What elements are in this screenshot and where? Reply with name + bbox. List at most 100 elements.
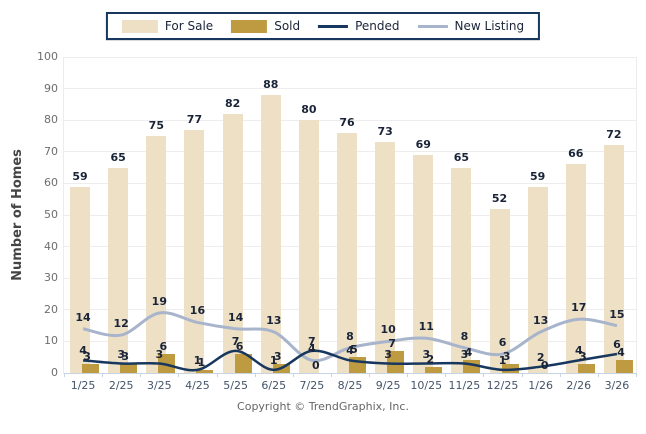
sold-bar — [349, 357, 366, 373]
x-tick-label: 3/26 — [604, 379, 630, 392]
sold-value-label: 3 — [502, 349, 511, 363]
y-axis-title: Number of Homes — [10, 149, 25, 281]
new-listing-value-label: 12 — [113, 317, 129, 331]
sold-swatch-icon — [231, 19, 268, 33]
sold-bar — [615, 360, 633, 373]
x-axis-tick — [102, 373, 104, 377]
x-axis-tick — [64, 373, 65, 377]
x-tick-label: 1/25 — [70, 379, 96, 392]
new-listing-value-label: 14 — [227, 310, 244, 324]
pended-value-label: 3 — [155, 347, 164, 361]
pended-value-label: 1 — [193, 353, 202, 367]
for-sale-value-label: 69 — [415, 137, 431, 151]
new-listing-value-label: 4 — [308, 342, 316, 356]
for-sale-value-label: 72 — [606, 128, 622, 142]
pended-value-label: 7 — [231, 334, 240, 348]
new-listing-value-label: 19 — [151, 294, 167, 308]
sold-bar — [234, 354, 252, 373]
new-listing-value-label: 13 — [266, 313, 282, 327]
y-tick-label: 90 — [44, 81, 58, 95]
y-tick-label: 0 — [51, 366, 58, 379]
legend-label-new-listing: New Listing — [454, 19, 525, 33]
sold-value-label: 0 — [540, 359, 549, 372]
gridline — [64, 119, 636, 121]
for-sale-value-label: 76 — [339, 115, 355, 129]
y-tick-label: 60 — [44, 176, 58, 190]
gridline — [64, 56, 636, 58]
plot-area: 0 10 20 30 40 50 60 70 80 90 100 1/25 2/25 3/25 4/25 5/… — [37, 50, 637, 392]
for-sale-value-label: 59 — [530, 169, 546, 183]
legend-label-sold: Sold — [274, 19, 301, 33]
y-tick-label: 80 — [44, 113, 58, 127]
legend-item-new-listing: New Listing — [417, 19, 525, 33]
for-sale-value-label: 52 — [491, 191, 508, 205]
new-listing-value-label: 8 — [460, 329, 469, 343]
sold-value-label: 1 — [197, 355, 206, 369]
x-tick-label: 2/26 — [566, 379, 592, 392]
for-sale-bar — [413, 154, 434, 373]
pended-value-label: 7 — [308, 334, 316, 348]
chart-legend: For Sale Sold Pended New Listing — [105, 12, 541, 40]
sold-bar — [577, 363, 595, 373]
for-sale-bar — [298, 120, 319, 373]
legend-label-for-sale: For Sale — [164, 19, 214, 33]
y-tick-label: 20 — [44, 302, 58, 316]
x-axis-tick — [178, 373, 180, 377]
x-tick-label: 9/25 — [375, 379, 401, 392]
for-sale-value-label: 75 — [148, 119, 164, 132]
copyright-text: Copyright © TrendGraphix, Inc. — [237, 400, 409, 413]
for-sale-value-label: 65 — [110, 150, 126, 164]
sold-value-label: 6 — [235, 340, 244, 354]
x-tick-label: 1/26 — [528, 379, 553, 392]
new-listing-value-label: 11 — [418, 320, 434, 334]
sold-value-label: 0 — [312, 359, 320, 372]
pended-value-label: 6 — [613, 338, 621, 352]
x-tick-label: 11/25 — [448, 379, 481, 392]
gridline — [64, 88, 636, 90]
x-tick-label: 2/25 — [108, 379, 134, 392]
legend-item-sold: Sold — [231, 19, 300, 33]
sold-bar — [196, 369, 214, 373]
pended-value-label: 3 — [460, 347, 469, 361]
for-sale-bar — [108, 167, 129, 373]
x-axis-tick — [483, 373, 485, 377]
pended-value-label: 1 — [269, 353, 278, 367]
for-sale-value-label: 65 — [453, 150, 470, 164]
x-axis-tick — [445, 373, 447, 377]
pended-value-label: 3 — [422, 347, 431, 361]
for-sale-value-label: 73 — [377, 125, 393, 139]
x-axis-tick — [597, 373, 599, 377]
sold-bar — [82, 363, 100, 373]
for-sale-value-label: 80 — [301, 103, 317, 117]
sold-bar — [120, 363, 138, 373]
x-axis-tick — [636, 373, 637, 377]
x-axis-tick — [140, 373, 142, 377]
sold-value-label: 2 — [426, 352, 435, 366]
new-listing-value-label: 8 — [346, 329, 354, 343]
sold-value-label: 3 — [121, 349, 130, 363]
for-sale-bar — [260, 94, 281, 373]
sold-value-label: 5 — [350, 343, 358, 357]
for-sale-bar — [565, 164, 586, 373]
x-tick-label: 4/25 — [185, 379, 210, 392]
sold-bar — [463, 360, 481, 373]
y-tick-label: 50 — [44, 208, 58, 221]
for-sale-value-label: 82 — [224, 96, 241, 110]
pended-value-label: 4 — [79, 344, 87, 358]
sold-value-label: 3 — [273, 349, 282, 363]
x-axis-tick — [559, 373, 561, 377]
x-tick-label: 6/25 — [261, 379, 287, 392]
y-tick-label: 30 — [44, 271, 58, 285]
y-tick-label: 40 — [44, 239, 58, 253]
legend-item-for-sale: For Sale — [121, 19, 214, 33]
new-listing-value-label: 13 — [533, 313, 549, 327]
pended-value-label: 4 — [574, 344, 583, 358]
x-tick-label: 5/25 — [223, 379, 248, 392]
legend-item-pended: Pended — [318, 19, 400, 33]
pended-value-label: 3 — [117, 347, 126, 361]
sold-value-label: 7 — [388, 336, 396, 350]
sold-value-label: 4 — [464, 346, 473, 360]
new-listing-value-label: 10 — [380, 323, 396, 337]
for-sale-value-label: 88 — [263, 77, 279, 91]
x-tick-label: 8/25 — [337, 379, 363, 392]
